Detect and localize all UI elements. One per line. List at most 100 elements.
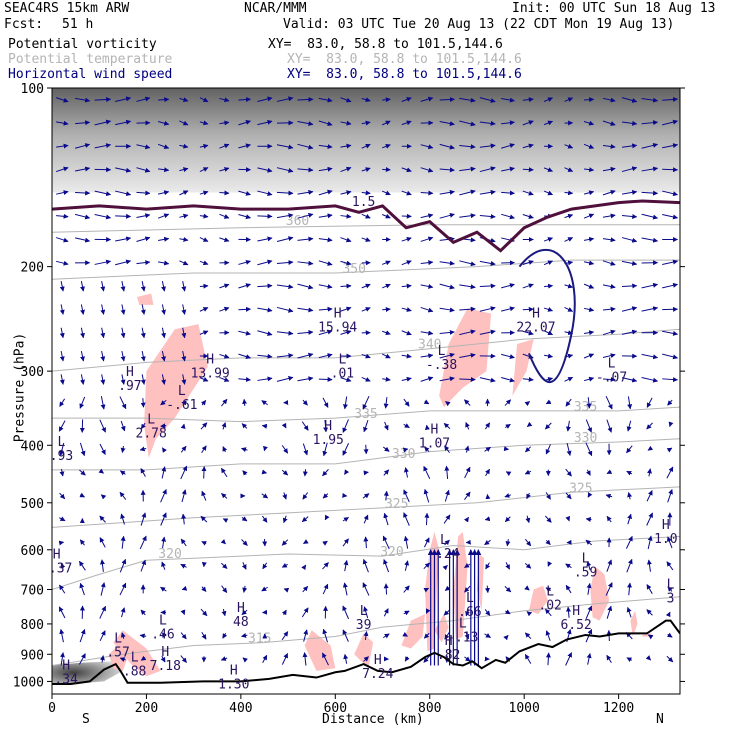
wind-vector — [565, 420, 571, 432]
wind-vector — [59, 492, 66, 500]
wind-vector — [602, 189, 616, 196]
x-tick-label: 1000 — [509, 701, 540, 716]
wind-vector — [136, 96, 151, 102]
wind-vector — [324, 514, 330, 521]
wind-vector — [564, 213, 574, 219]
wind-vector — [276, 259, 294, 265]
hl-letter-13: H — [53, 547, 61, 562]
hl-letter-24: L — [114, 631, 122, 646]
wind-vector — [402, 447, 409, 453]
wind-vector — [484, 516, 491, 522]
hl-letter-16: L — [546, 584, 554, 599]
wind-vector — [662, 190, 679, 197]
wind-vector — [465, 422, 470, 430]
wind-vector — [501, 120, 515, 126]
wind-vector — [641, 142, 659, 149]
wind-vector — [382, 260, 391, 266]
y-tick-label: 300 — [21, 365, 44, 380]
wind-vector — [382, 535, 390, 550]
wind-vector — [602, 260, 616, 266]
wind-vector — [238, 190, 251, 196]
wind-vector — [621, 237, 638, 243]
wind-vector — [439, 376, 455, 382]
wind-vector — [56, 260, 69, 266]
wind-vector — [504, 423, 511, 429]
wind-vector — [585, 419, 593, 433]
wind-vector — [425, 608, 431, 614]
wind-vector — [257, 96, 273, 102]
wind-vector — [241, 562, 247, 570]
wind-vector — [583, 376, 595, 382]
wind-vector — [120, 420, 126, 432]
hl-value-28: 7.24 — [362, 667, 393, 682]
wind-vector — [602, 237, 616, 243]
surface-pv-shading — [52, 661, 123, 684]
wind-vector — [583, 213, 595, 219]
wind-vector — [80, 327, 85, 339]
wind-vector — [160, 423, 167, 429]
wind-vector — [404, 656, 410, 662]
wind-vector — [444, 539, 450, 546]
wind-vector — [158, 190, 170, 196]
wind-vector — [505, 609, 511, 615]
wind-vector — [666, 632, 673, 638]
wind-vector — [342, 419, 349, 433]
wind-vector — [257, 119, 273, 126]
wind-vector — [340, 260, 352, 266]
wind-vector — [322, 583, 329, 595]
pv-region-3 — [136, 293, 154, 305]
wind-vector — [524, 653, 532, 664]
wind-vector — [602, 353, 616, 359]
hl-value-14: -.24 — [428, 547, 459, 562]
wind-vector — [322, 397, 329, 408]
wind-vector — [56, 120, 69, 126]
wind-vector — [522, 167, 534, 173]
wind-vector — [524, 401, 530, 407]
wind-vector — [439, 189, 455, 195]
wind-vector — [522, 97, 534, 103]
wind-vector — [297, 236, 314, 242]
wind-vector — [442, 565, 448, 571]
wind-vector — [479, 377, 496, 383]
wind-vector — [606, 515, 612, 523]
wind-vector — [605, 582, 613, 596]
wind-vector — [318, 213, 333, 219]
hl-value-25: .82 — [437, 648, 460, 663]
wind-vector — [666, 466, 674, 479]
wind-vector — [627, 513, 632, 525]
wind-vector — [361, 283, 371, 289]
wind-vector — [423, 465, 431, 480]
wind-vector — [505, 471, 512, 477]
wind-vector — [383, 583, 389, 595]
wind-vector — [261, 423, 268, 429]
hl-value-29: .34 — [54, 672, 78, 687]
wind-vector — [281, 422, 287, 429]
hl-value-19: 6.52 — [560, 618, 591, 633]
wind-vector — [524, 538, 532, 547]
wind-vector — [160, 655, 166, 663]
wind-vector — [238, 306, 251, 312]
wind-vector — [179, 237, 189, 242]
wind-vector — [479, 329, 496, 335]
wind-vector — [647, 468, 652, 477]
wind-vector — [646, 512, 653, 526]
wind-vector — [403, 610, 410, 616]
wind-vector — [621, 189, 638, 195]
wind-vector — [340, 190, 352, 196]
wind-vector — [199, 376, 209, 382]
wind-vector — [383, 490, 389, 501]
wind-vector — [439, 307, 455, 313]
wind-vector — [119, 582, 127, 596]
hl-letter-8: H — [431, 422, 439, 437]
x-endpoint-right: N — [656, 712, 664, 727]
wind-vector — [662, 119, 679, 126]
wind-vector — [342, 516, 349, 522]
wind-vector — [587, 492, 593, 498]
terrain-line — [52, 619, 680, 685]
wind-vector — [363, 419, 369, 433]
wind-vector — [140, 655, 147, 661]
wind-vector — [423, 488, 430, 503]
wind-vector — [238, 213, 251, 220]
hl-value-17: 3 — [667, 591, 675, 606]
wind-vector — [504, 399, 512, 406]
